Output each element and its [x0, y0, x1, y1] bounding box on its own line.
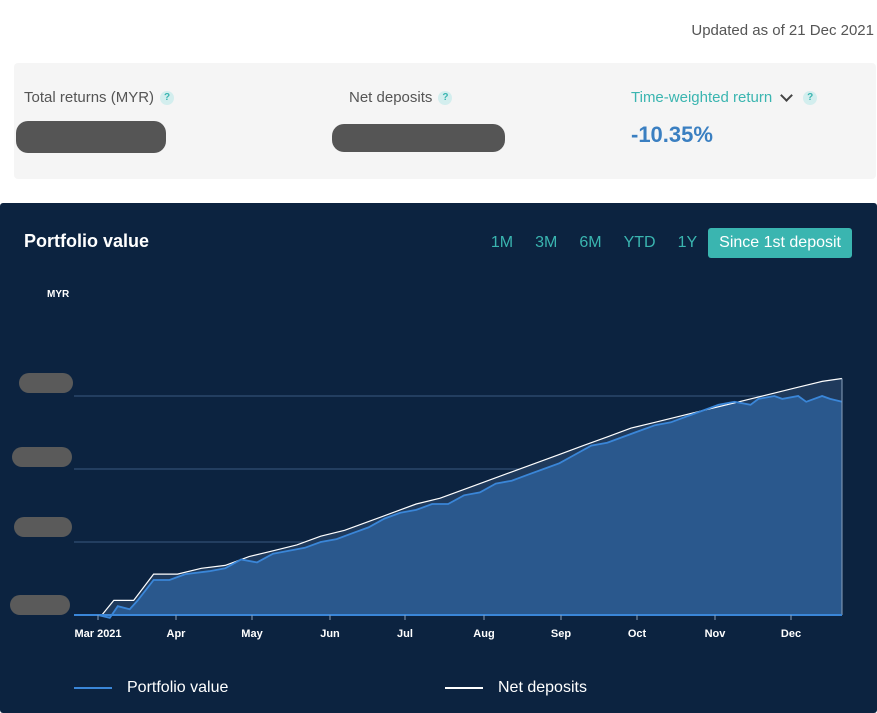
range-button-ytd[interactable]: YTD — [623, 234, 656, 251]
net-deposits-label: Net deposits — [349, 89, 433, 106]
total-returns-redacted — [16, 121, 166, 153]
legend-portfolio: Portfolio value — [74, 679, 228, 697]
summary-panel: Total returns (MYR) ? Net deposits ? Tim… — [14, 63, 876, 179]
range-button-1m[interactable]: 1M — [490, 234, 514, 251]
portfolio-line — [74, 395, 843, 619]
portfolio-chart-card: MYR Mar 2021 Apr May Jun Jul Aug Sep Oct Nov Dec P… — [0, 203, 877, 713]
range-button-1y[interactable]: 1Y — [677, 234, 698, 251]
x-tick-label: Jun — [320, 628, 340, 640]
help-icon[interactable]: ? — [438, 90, 453, 105]
x-tick-label: Dec — [781, 628, 801, 640]
twr-metric: Time-weighted return ? -10.35% — [631, 88, 818, 148]
legend-label-net-deposits: Net deposits — [498, 679, 587, 696]
chevron-down-icon[interactable] — [780, 88, 794, 102]
range-button-since-1st-deposit[interactable]: Since 1st deposit — [708, 228, 852, 258]
total-returns-label: Total returns (MYR) — [24, 89, 155, 106]
help-icon[interactable]: ? — [160, 90, 175, 105]
x-tick-label: Oct — [628, 628, 647, 640]
x-tick-label: Jul — [397, 628, 413, 640]
legend-label-portfolio: Portfolio value — [127, 679, 229, 696]
net-deposits-metric: Net deposits ? — [349, 89, 453, 106]
x-tick-label: Nov — [705, 628, 727, 640]
y-tick-redacted — [19, 373, 73, 393]
portfolio-chart: MYR Mar 2021 Apr May Jun Jul Aug Sep Oct Nov Dec — [10, 289, 843, 640]
twr-value: -10.35% — [631, 122, 713, 147]
updated-timestamp: Updated as of 21 Dec 2021 — [691, 22, 874, 39]
range-selector: 1M 3M 6M YTD 1Y Since 1st deposit — [480, 228, 852, 258]
legend-swatch-net-deposits — [445, 687, 483, 689]
total-returns-metric: Total returns (MYR) ? — [24, 89, 175, 106]
twr-label[interactable]: Time-weighted return — [631, 89, 773, 106]
y-tick-redacted — [12, 447, 72, 467]
range-button-6m[interactable]: 6M — [579, 234, 602, 251]
x-tick-label: Sep — [551, 628, 571, 640]
y-tick-redacted — [14, 517, 72, 537]
x-tick-label: Apr — [167, 628, 187, 640]
net-deposits-redacted — [332, 124, 505, 152]
range-button-3m[interactable]: 3M — [535, 234, 558, 251]
x-tick-label: May — [241, 628, 263, 640]
x-tick-label: Aug — [473, 628, 494, 640]
chart-title: Portfolio value — [24, 231, 150, 251]
y-axis-label: MYR — [47, 289, 70, 300]
help-icon[interactable]: ? — [803, 90, 818, 105]
y-tick-redacted — [10, 595, 70, 615]
net-deposits-line — [74, 377, 843, 616]
legend-net-deposits: Net deposits — [445, 679, 587, 697]
legend-swatch-portfolio — [74, 687, 112, 689]
x-tick-label: Mar 2021 — [74, 628, 121, 640]
portfolio-area — [74, 396, 842, 618]
